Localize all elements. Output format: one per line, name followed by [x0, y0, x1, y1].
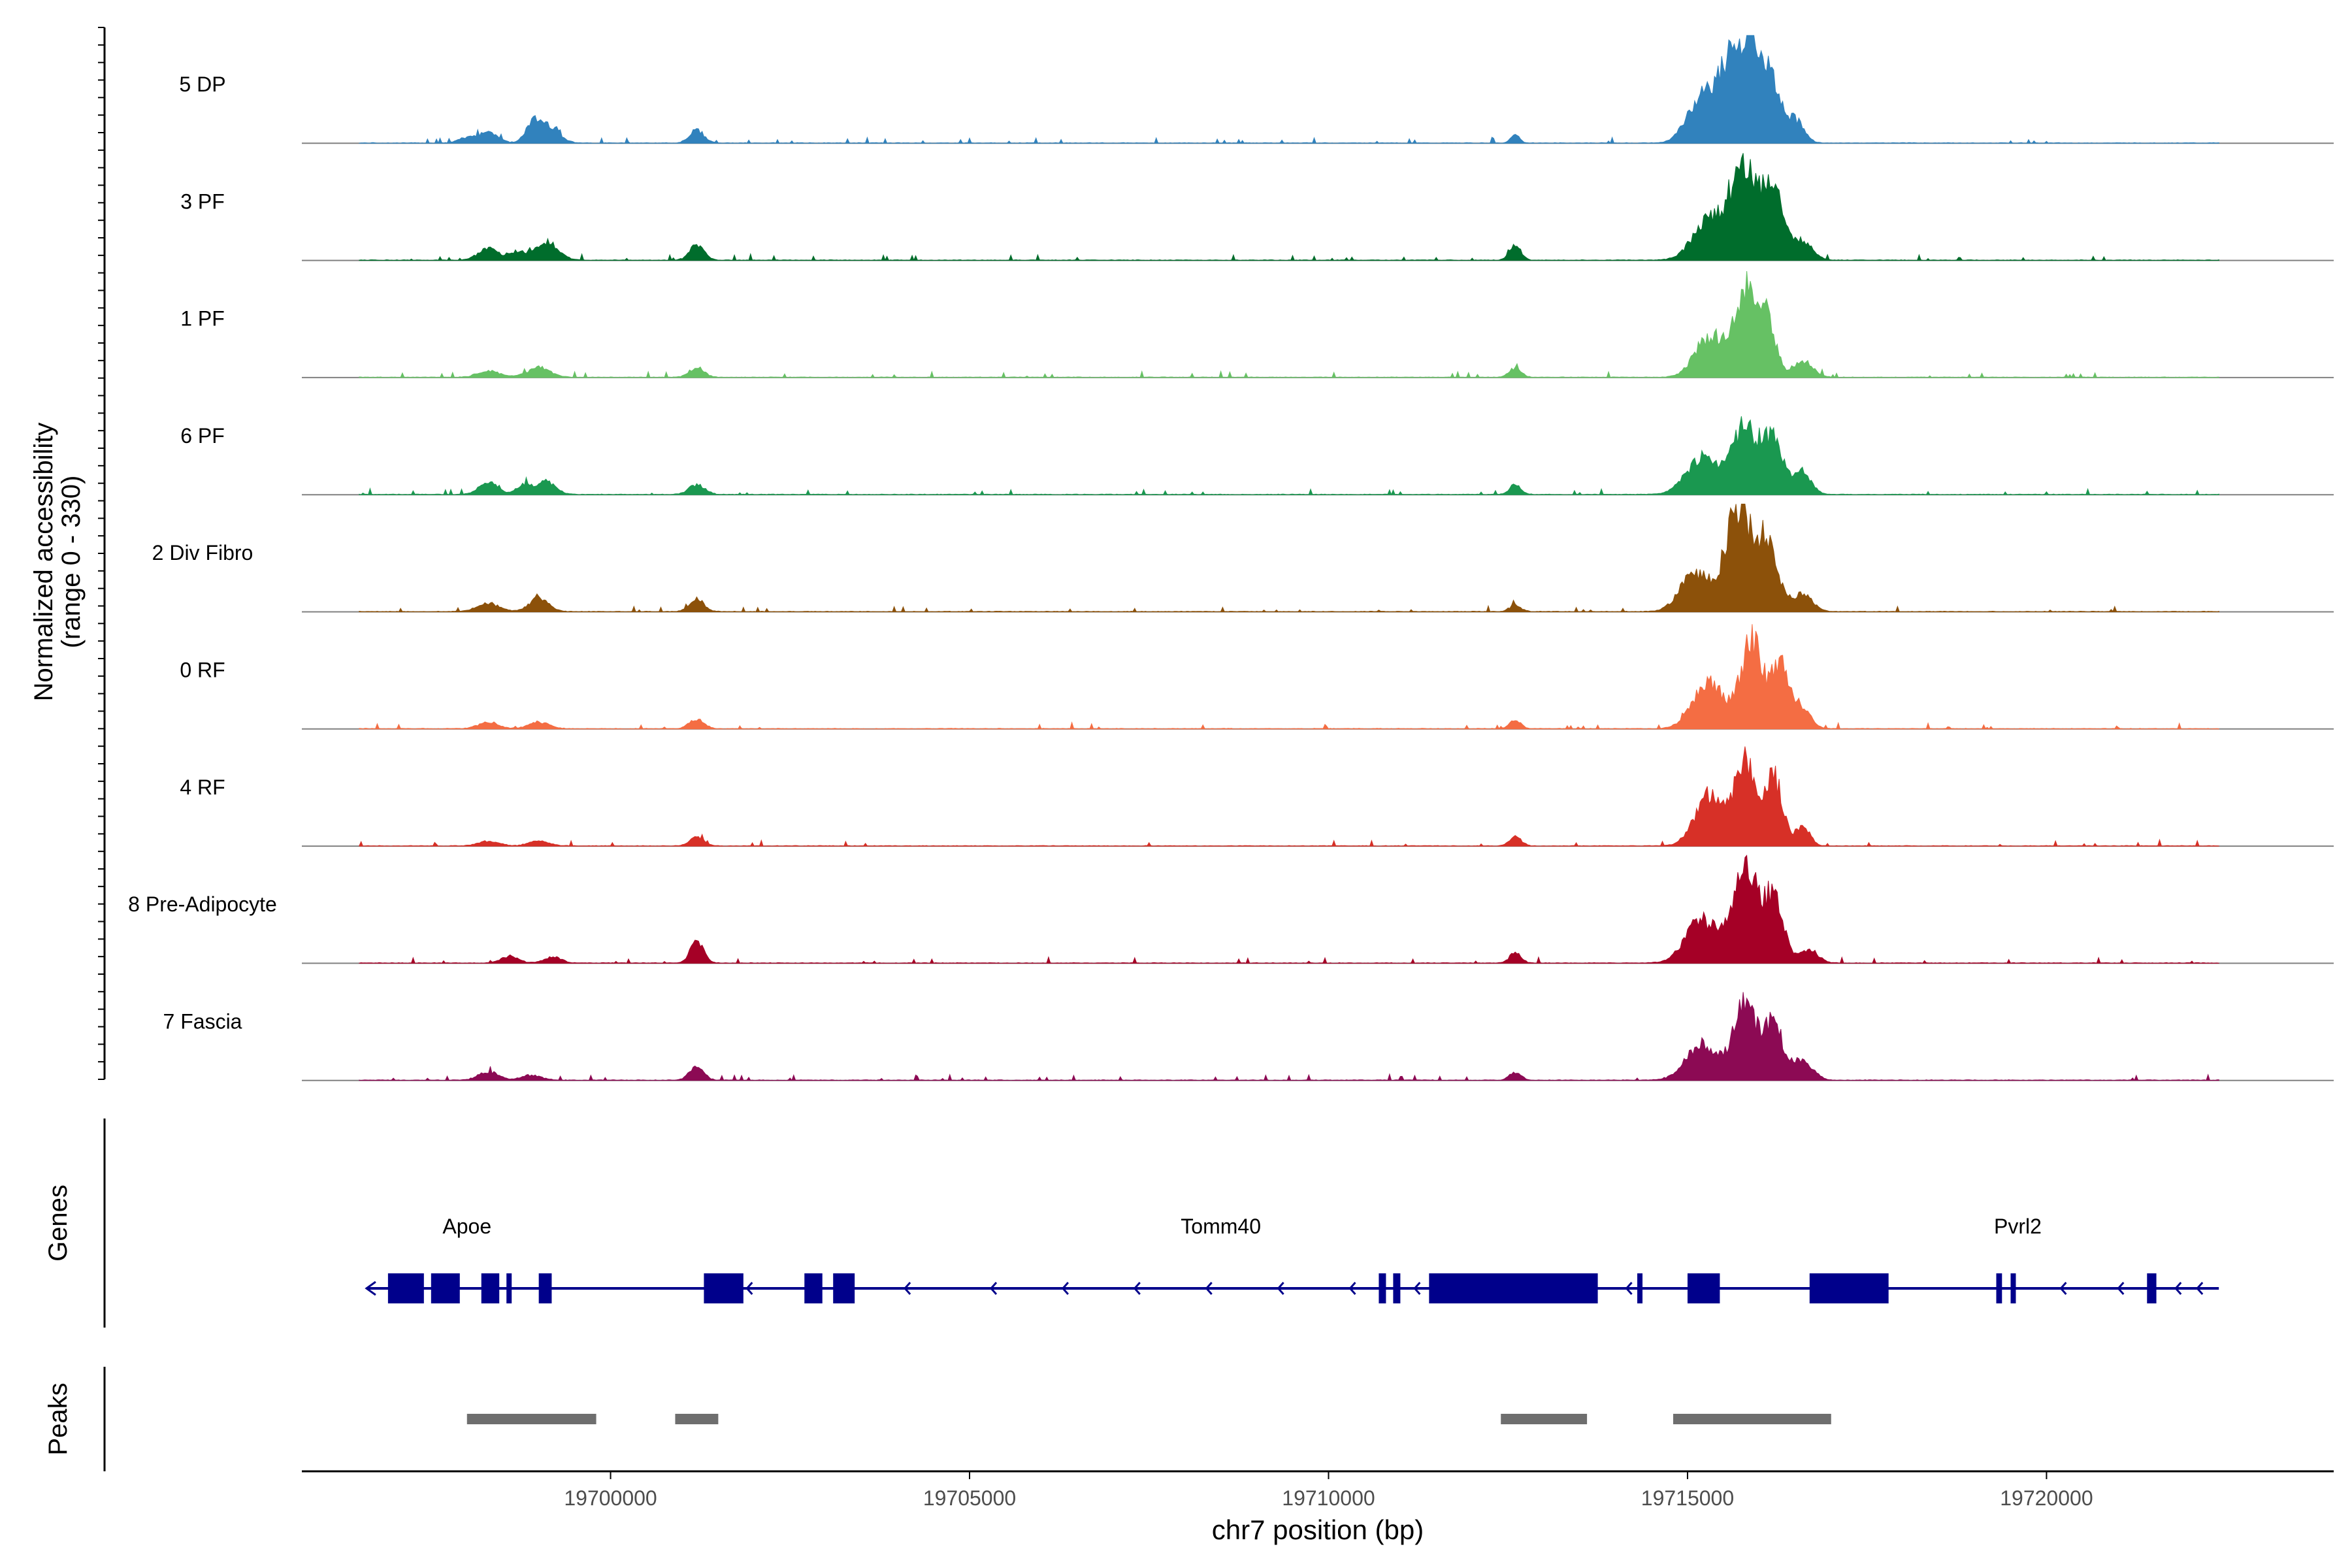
- strand-arrow: [1205, 1282, 1213, 1295]
- exon: [1996, 1273, 2002, 1303]
- strand-arrow: [1277, 1282, 1284, 1295]
- x-tick-label: 19700000: [564, 1486, 657, 1510]
- track-7-fascia: 7 Fascia: [163, 992, 2334, 1081]
- strand-arrow: [1348, 1282, 1356, 1295]
- strand-arrow: [904, 1282, 911, 1295]
- track-3-pf: 3 PF: [180, 153, 2334, 261]
- x-axis-label: chr7 position (bp): [1212, 1514, 1424, 1545]
- strand-arrow: [745, 1282, 753, 1295]
- gene-name: Apoe: [442, 1215, 491, 1238]
- strand-arrow: [2174, 1282, 2182, 1295]
- exon: [1379, 1273, 1386, 1303]
- exon: [2147, 1273, 2157, 1303]
- coverage-area: [359, 416, 2219, 496]
- track-label: 5 DP: [179, 73, 225, 96]
- x-tick-label: 19720000: [2000, 1486, 2093, 1510]
- x-tick-label: 19715000: [1641, 1486, 1734, 1510]
- coverage-tracks: 5 DP 3 PF 1 PF 6 PF 2 Div Fibro 0 RF 4 RF 8 Pre…: [128, 35, 2334, 1081]
- peak-track: Peaks: [44, 1367, 1831, 1471]
- track-label: 7 Fascia: [163, 1009, 242, 1033]
- coverage-area: [359, 855, 2219, 964]
- track-8-pre-adipocyte: 8 Pre-Adipocyte: [128, 855, 2334, 964]
- gene-track: Genes Apoe Tomm40 Pvrl2: [44, 1119, 2219, 1328]
- strand-arrow: [2117, 1282, 2125, 1295]
- strand-arrow: [365, 1281, 376, 1296]
- gene-name: Pvrl2: [1994, 1215, 2042, 1238]
- genes-label: Genes: [44, 1184, 73, 1262]
- exon: [1637, 1273, 1643, 1303]
- peak-region: [1501, 1414, 1588, 1424]
- strand-arrow: [415, 1282, 423, 1295]
- coverage-area: [359, 153, 2219, 261]
- strand-arrow: [1625, 1282, 1633, 1295]
- exon: [2010, 1273, 2016, 1303]
- track-4-rf: 4 RF: [180, 746, 2334, 847]
- peak-region: [466, 1414, 596, 1424]
- peak-region: [1673, 1414, 1831, 1424]
- track-2-div-fibro: 2 Div Fibro: [152, 504, 2334, 613]
- strand-arrow: [989, 1282, 998, 1295]
- peak-region: [675, 1414, 719, 1424]
- y-axis-label: Normalized accessibility: [29, 423, 58, 702]
- coverage-area: [359, 624, 2219, 730]
- x-tick-label: 19705000: [923, 1486, 1016, 1510]
- coverage-area: [359, 746, 2219, 847]
- peaks-label: Peaks: [44, 1382, 73, 1455]
- coverage-area: [359, 270, 2219, 378]
- coverage-area: [359, 504, 2219, 613]
- track-label: 4 RF: [180, 776, 225, 799]
- exon: [1393, 1273, 1401, 1303]
- strand-arrow: [1413, 1282, 1421, 1295]
- exon: [1429, 1273, 1598, 1303]
- track-1-pf: 1 PF: [180, 270, 2334, 378]
- strand-arrow: [1061, 1282, 1070, 1295]
- track-label: 6 PF: [180, 424, 225, 448]
- exon: [387, 1273, 424, 1303]
- strand-arrow: [2196, 1282, 2204, 1295]
- strand-arrow: [1133, 1282, 1141, 1295]
- track-0-rf: 0 RF: [180, 624, 2334, 730]
- exon: [1809, 1273, 1889, 1303]
- coverage-area: [359, 35, 2219, 144]
- track-label: 1 PF: [180, 307, 225, 331]
- strand-arrow: [810, 1282, 818, 1295]
- track-6-pf: 6 PF: [180, 416, 2334, 496]
- exon: [481, 1273, 500, 1303]
- exon: [704, 1273, 743, 1303]
- exon: [1687, 1273, 1720, 1303]
- track-label: 0 RF: [180, 659, 225, 682]
- exon: [804, 1273, 823, 1303]
- track-label: 2 Div Fibro: [152, 541, 253, 564]
- exon: [833, 1273, 855, 1303]
- y-axis: Normalized accessibility(range 0 - 330): [29, 27, 106, 1080]
- gene-name: Tomm40: [1181, 1215, 1261, 1238]
- track-label: 3 PF: [180, 189, 225, 213]
- track-5-dp: 5 DP: [179, 35, 2334, 144]
- x-tick-label: 19710000: [1282, 1486, 1375, 1510]
- strand-arrow: [2059, 1282, 2067, 1295]
- coverage-area: [359, 992, 2219, 1081]
- exon: [538, 1273, 552, 1303]
- y-axis-range-label: (range 0 - 330): [57, 476, 86, 649]
- x-axis: 19700000 19705000 19710000 19715000 19720000…: [302, 1470, 2334, 1545]
- exon: [506, 1273, 512, 1303]
- exon: [431, 1273, 460, 1303]
- track-label: 8 Pre-Adipocyte: [128, 892, 277, 916]
